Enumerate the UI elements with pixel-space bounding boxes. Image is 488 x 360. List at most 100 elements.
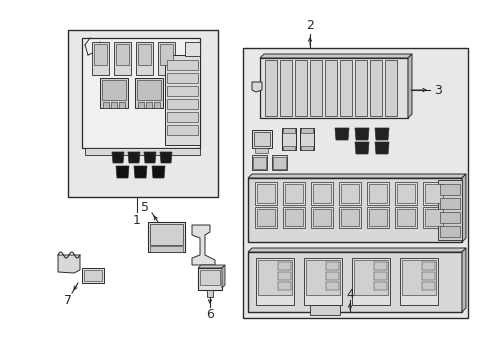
Bar [439,212,459,223]
Bar [92,42,109,75]
Bar [272,157,285,169]
Bar [84,270,102,281]
Bar [325,282,338,290]
Bar [164,55,200,145]
Bar [278,282,290,290]
Bar [254,182,276,205]
Bar [309,60,321,116]
Bar [421,272,434,280]
Polygon shape [192,225,215,265]
Polygon shape [134,166,147,178]
Bar [94,44,107,65]
Bar [340,209,358,226]
Bar [160,44,173,65]
Bar [247,178,461,242]
Bar [339,60,351,116]
Polygon shape [128,152,140,163]
Bar [437,180,461,240]
Bar [150,246,183,252]
Polygon shape [461,248,465,312]
Polygon shape [116,166,129,178]
Bar [312,184,330,203]
Bar [184,42,200,56]
Bar [283,128,294,133]
Bar [82,268,104,283]
Bar [424,184,442,203]
Polygon shape [374,142,388,154]
Polygon shape [260,54,411,58]
Bar [338,207,360,228]
Bar [85,148,200,155]
Bar [103,102,109,108]
Bar [146,102,152,108]
Bar [254,148,267,153]
Bar [283,207,305,228]
Polygon shape [354,128,368,140]
Polygon shape [198,265,224,268]
Bar [353,260,387,295]
Bar [366,182,388,205]
Bar [301,146,312,150]
Bar [258,260,291,295]
Text: 6: 6 [205,309,214,321]
Polygon shape [58,255,80,273]
Bar [82,38,200,148]
Bar [111,102,117,108]
Bar [299,128,313,150]
Bar [351,258,389,305]
Bar [247,252,461,312]
Polygon shape [112,152,124,163]
Bar [368,184,386,203]
Bar [421,262,434,270]
Bar [167,125,198,135]
Bar [422,182,444,205]
Bar [421,282,434,290]
Bar [254,207,276,228]
Bar [138,44,151,65]
Bar [148,222,184,252]
Bar [167,86,198,96]
Bar [251,155,266,170]
Text: 3: 3 [433,84,441,96]
Bar [167,112,198,122]
Bar [167,73,198,83]
Bar [251,130,271,148]
Text: 5: 5 [141,201,149,213]
Polygon shape [407,54,411,118]
Bar [280,60,291,116]
Text: 1: 1 [133,213,141,226]
Polygon shape [160,152,172,163]
Text: 2: 2 [305,18,313,32]
Bar [68,30,218,197]
Bar [253,132,269,146]
Bar [100,78,128,108]
Bar [158,42,175,75]
Bar [206,290,213,297]
Bar [338,182,360,205]
Polygon shape [247,174,465,178]
Bar [422,207,444,228]
Bar [325,272,338,280]
Polygon shape [247,248,465,252]
Bar [366,207,388,228]
Bar [369,60,381,116]
Polygon shape [374,128,388,140]
Bar [137,80,161,100]
Bar [384,60,396,116]
Bar [257,184,274,203]
Bar [278,272,290,280]
Bar [198,268,222,290]
Bar [396,184,414,203]
Bar [424,209,442,226]
Bar [154,102,160,108]
Bar [135,78,163,108]
Bar [116,44,129,65]
Bar [252,157,265,169]
Bar [401,260,435,295]
Bar [283,146,294,150]
Bar [256,258,293,305]
Bar [439,184,459,195]
Bar [167,60,198,70]
Bar [325,60,336,116]
Bar [285,209,303,226]
